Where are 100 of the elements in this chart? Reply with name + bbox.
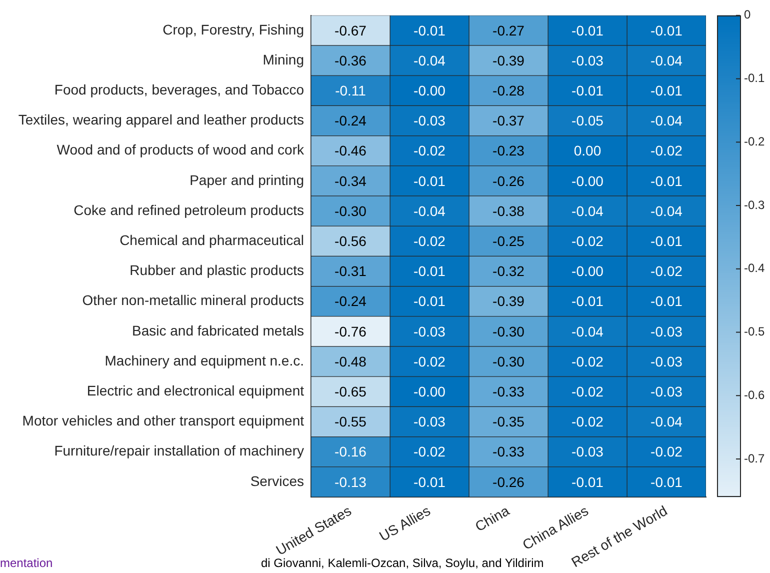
data-label: -0.76 bbox=[334, 323, 367, 340]
y-tick-label: Motor vehicles and other transport equipment bbox=[22, 412, 304, 429]
data-label: -0.00 bbox=[572, 263, 604, 280]
data-label: -0.04 bbox=[650, 202, 683, 219]
data-label: -0.02 bbox=[650, 444, 683, 460]
data-label: -0.03 bbox=[650, 353, 683, 370]
data-label: -0.26 bbox=[492, 474, 525, 490]
text: mentation bbox=[0, 556, 53, 570]
data-label: -0.04 bbox=[572, 202, 604, 219]
data-label: -0.39 bbox=[492, 52, 525, 68]
data-label: -0.02 bbox=[572, 384, 604, 400]
data-label: -0.55 bbox=[334, 414, 367, 430]
y-tick-label: Electric and electronical equipment bbox=[86, 382, 304, 399]
text: di Giovanni, Kalemli-Ozcan, Silva, Soylu, and Yildirim bbox=[261, 556, 544, 570]
y-tick-label: Coke and refined petroleum products bbox=[74, 202, 304, 218]
data-label: 0.00 bbox=[574, 142, 602, 159]
data-label: -0.01 bbox=[650, 293, 683, 310]
data-label: -0.02 bbox=[414, 142, 446, 159]
data-label: -0.01 bbox=[572, 474, 604, 490]
data-label: -0.23 bbox=[492, 142, 525, 159]
data-label: -0.04 bbox=[414, 202, 446, 219]
color-bar-label: -0.7 bbox=[744, 451, 766, 466]
data-label: -0.00 bbox=[414, 384, 446, 400]
y-tick-label: Furniture/repair installation of machinery bbox=[54, 442, 304, 459]
color-bar-label: -0.5 bbox=[744, 324, 766, 339]
data-label: -0.01 bbox=[650, 172, 683, 189]
data-label: -0.38 bbox=[492, 202, 525, 219]
y-tick-label: Machinery and equipment n.e.c. bbox=[104, 352, 304, 368]
data-label: -0.28 bbox=[492, 82, 525, 99]
data-label: -0.03 bbox=[414, 414, 446, 430]
data-label: -0.04 bbox=[414, 52, 446, 68]
color-bar-label: -0.4 bbox=[744, 261, 766, 276]
data-label: -0.01 bbox=[572, 22, 604, 38]
color-bar-label: -0.2 bbox=[744, 134, 766, 148]
data-label: -0.35 bbox=[492, 414, 525, 430]
data-label: -0.26 bbox=[492, 172, 525, 189]
data-label: -0.65 bbox=[334, 384, 367, 400]
data-label: -0.03 bbox=[414, 112, 446, 129]
data-label: -0.01 bbox=[414, 172, 446, 189]
data-label: -0.04 bbox=[650, 52, 683, 68]
y-tick-label: Crop, Forestry, Fishing bbox=[162, 21, 304, 38]
data-label: -0.00 bbox=[572, 172, 604, 189]
data-label: -0.31 bbox=[334, 263, 367, 280]
data-label: -0.03 bbox=[572, 444, 604, 460]
data-label: -0.03 bbox=[414, 323, 446, 340]
data-label: -0.33 bbox=[492, 384, 525, 400]
data-label: -0.02 bbox=[414, 444, 446, 460]
data-label: -0.01 bbox=[414, 474, 446, 490]
y-tick-label: Paper and printing bbox=[190, 172, 304, 188]
data-label: -0.67 bbox=[334, 22, 367, 38]
data-label: -0.01 bbox=[414, 293, 446, 310]
data-label: -0.27 bbox=[492, 22, 525, 38]
data-label: -0.36 bbox=[334, 52, 367, 68]
x-tick-label: US Allies bbox=[376, 502, 433, 544]
data-label: -0.56 bbox=[334, 233, 367, 250]
y-tick-label: Mining bbox=[262, 51, 304, 68]
data-label: -0.34 bbox=[334, 172, 367, 189]
data-label: -0.01 bbox=[650, 474, 683, 490]
color-bar-label: -0.1 bbox=[744, 71, 766, 86]
data-label: -0.03 bbox=[650, 384, 683, 400]
color-bar-label: -0.6 bbox=[744, 388, 766, 402]
data-label: -0.37 bbox=[492, 112, 525, 129]
data-label: -0.02 bbox=[572, 353, 604, 370]
data-label: -0.11 bbox=[335, 82, 366, 99]
color-bar-label: 0 bbox=[744, 8, 751, 22]
data-label: -0.04 bbox=[650, 112, 683, 129]
data-label: -0.02 bbox=[572, 233, 604, 250]
data-label: -0.02 bbox=[414, 233, 446, 250]
data-label: -0.03 bbox=[572, 52, 604, 68]
y-tick-label: Other non-metallic mineral products bbox=[82, 292, 304, 308]
data-label: -0.01 bbox=[650, 82, 683, 99]
data-label: -0.02 bbox=[650, 142, 683, 159]
data-label: -0.01 bbox=[650, 22, 683, 38]
color-bar-label: -0.3 bbox=[744, 198, 766, 212]
data-label: -0.04 bbox=[572, 323, 604, 340]
data-label: -0.05 bbox=[572, 112, 604, 129]
data-label: -0.30 bbox=[492, 323, 525, 340]
data-label: -0.01 bbox=[414, 22, 446, 38]
data-label: -0.24 bbox=[334, 112, 367, 129]
y-tick-label: Services bbox=[250, 472, 304, 489]
data-label: -0.30 bbox=[334, 202, 367, 219]
data-label: -0.13 bbox=[334, 474, 367, 490]
data-label: -0.30 bbox=[492, 353, 525, 370]
y-tick-label: Food products, beverages, and Tobacco bbox=[54, 82, 304, 98]
data-label: -0.39 bbox=[492, 293, 525, 310]
data-label: -0.02 bbox=[650, 263, 683, 280]
data-label: -0.01 bbox=[650, 233, 683, 250]
data-label: -0.01 bbox=[414, 263, 446, 280]
y-tick-label: Rubber and plastic products bbox=[130, 262, 304, 278]
y-tick-label: Chemical and pharmaceutical bbox=[120, 232, 304, 248]
data-label: -0.03 bbox=[650, 323, 683, 340]
data-label: -0.25 bbox=[492, 233, 525, 250]
data-label: -0.24 bbox=[334, 293, 367, 310]
data-label: -0.33 bbox=[492, 444, 525, 460]
y-tick-label: Textiles, wearing apparel and leather products bbox=[18, 112, 304, 128]
data-label: -0.32 bbox=[492, 263, 525, 280]
data-label: -0.16 bbox=[334, 444, 367, 460]
data-label: -0.02 bbox=[572, 414, 604, 430]
y-tick-label: Wood and of products of wood and cork bbox=[56, 142, 305, 158]
data-label: -0.48 bbox=[334, 353, 367, 370]
